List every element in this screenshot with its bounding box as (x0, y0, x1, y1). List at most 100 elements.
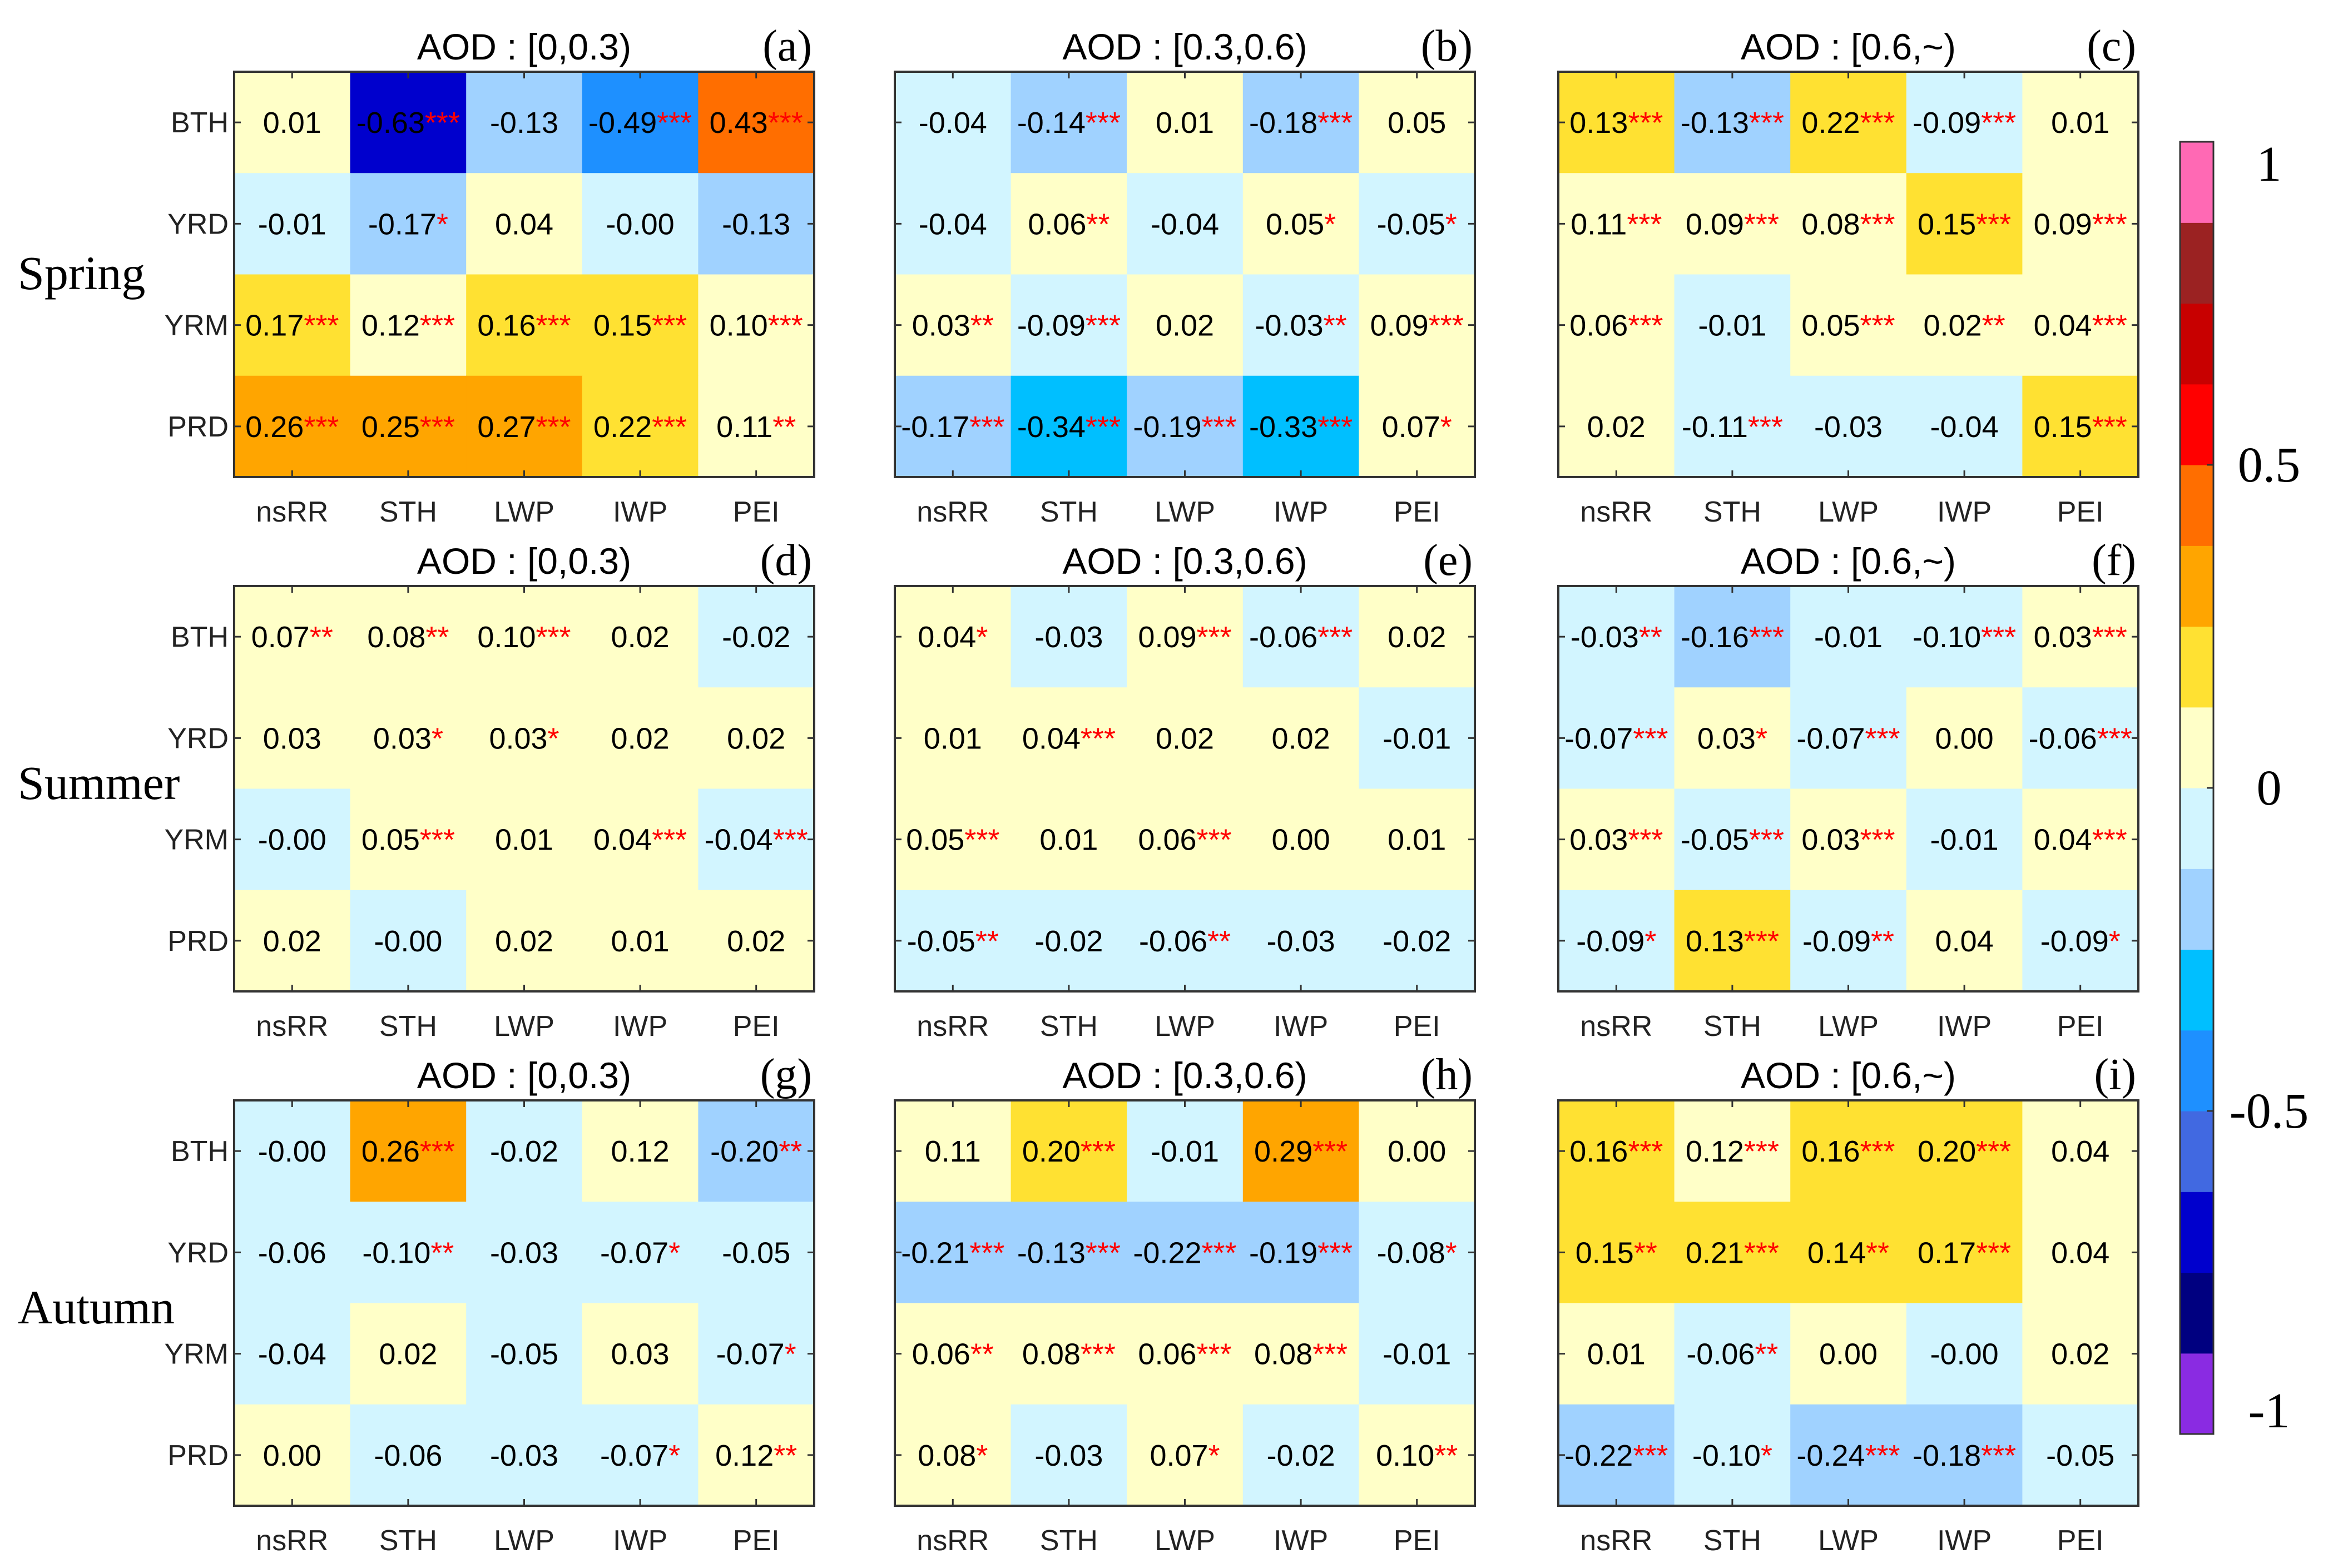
x-tick-label: LWP (1155, 496, 1215, 528)
cell-value: -0.05 (722, 1236, 790, 1269)
significance-stars: *** (304, 309, 339, 343)
cell-value-label: -0.04 (919, 106, 987, 140)
heatmap-cell (1558, 687, 1675, 790)
cell-value-label: 0.11** (716, 410, 796, 444)
cell-value: -0.20 (710, 1135, 779, 1168)
cell-value: 0.02 (2051, 1338, 2109, 1371)
heatmap-cell (1558, 1100, 1675, 1202)
significance-stars: *** (652, 410, 687, 444)
cell-value-label: 0.01 (1039, 823, 1098, 857)
cell-value-label: -0.02 (1383, 925, 1451, 958)
cell-value: -0.00 (258, 1135, 326, 1168)
significance-stars: *** (425, 106, 460, 140)
cell-value-label: -0.07*** (1564, 722, 1668, 755)
cell-value-label: 0.25*** (361, 410, 455, 444)
cell-value-label: -0.06 (374, 1439, 442, 1472)
cell-value: 0.08 (1254, 1338, 1312, 1371)
cell-value: 0.01 (611, 925, 670, 958)
cell-value-label: 0.14** (1807, 1236, 1889, 1269)
cell-value: 0.02 (611, 621, 670, 654)
heatmap-cell (1674, 1303, 1791, 1405)
cell-value-label: 0.02 (263, 925, 321, 958)
x-tick-label: PEI (733, 1525, 780, 1557)
cell-value: 0.03 (1801, 823, 1860, 857)
cell-value: 0.02 (1924, 309, 1982, 343)
cell-value: -0.17 (901, 410, 969, 444)
cell-value-label: 0.02 (495, 925, 553, 958)
cell-value-label: -0.49*** (588, 106, 692, 140)
cell-value-label: 0.02 (1156, 722, 1214, 755)
heatmap-cell (582, 586, 699, 688)
heatmap-cell (1242, 1100, 1359, 1202)
x-tick-label: IWP (613, 1525, 667, 1557)
cell-value-label: -0.04 (258, 1338, 326, 1371)
significance-stars: *** (1744, 207, 1779, 241)
cell-value-label: -0.09* (1576, 925, 1656, 958)
heatmap-cell (2022, 1404, 2139, 1506)
cell-value: 0.02 (1272, 722, 1330, 755)
x-tick-label: LWP (494, 496, 554, 528)
cell-value-label: 0.17*** (245, 309, 339, 343)
cell-value-label: -0.03 (1034, 621, 1103, 654)
cell-value: 0.14 (1807, 1236, 1866, 1269)
heatmap-cell (895, 586, 1012, 688)
colorbar-bin (2180, 1030, 2213, 1112)
cell-value: -0.06 (258, 1236, 326, 1269)
heatmap-cell (2022, 1100, 2139, 1202)
heatmap-cell (234, 788, 351, 891)
cell-value-label: 0.15*** (2034, 410, 2127, 444)
heatmap-cell (1906, 687, 2023, 790)
significance-stars: *** (1429, 309, 1464, 343)
cell-value: 0.05 (906, 823, 964, 857)
heatmap-cell (1011, 173, 1127, 275)
cell-value: -0.63 (356, 106, 425, 140)
significance-stars: *** (1202, 1236, 1237, 1269)
cell-value: 0.27 (477, 410, 536, 444)
cell-value: -0.02 (722, 621, 790, 654)
significance-stars: *** (1086, 309, 1121, 343)
x-tick-label: IWP (1937, 1525, 1992, 1557)
heatmap-cell (1674, 375, 1791, 478)
cell-value-label: 0.07** (251, 621, 333, 654)
cell-value-label: -0.17*** (901, 410, 1004, 444)
heatmap-cell (350, 173, 467, 275)
heatmap-cell (1242, 788, 1359, 891)
heatmap-cell (582, 274, 699, 376)
heatmap-cell (1359, 788, 1475, 891)
x-tick-label: LWP (1818, 1525, 1879, 1557)
significance-stars: *** (2092, 823, 2127, 857)
cell-value: -0.01 (1383, 1338, 1451, 1371)
x-tick-label: STH (379, 1010, 437, 1043)
heatmap-cell (234, 1404, 351, 1506)
x-tick-label: PEI (733, 1010, 780, 1043)
heatmap-cell (466, 687, 583, 790)
cell-value-label: 0.02 (1272, 722, 1330, 755)
panel-letter: (a) (762, 22, 812, 71)
y-tick-label: YRM (164, 310, 229, 342)
cell-value: -0.13 (1681, 106, 1749, 140)
cell-value-label: -0.02 (1267, 1439, 1335, 1472)
heatmap-cell (1011, 788, 1127, 891)
heatmap-cell (1359, 274, 1475, 376)
cell-value-label: -0.04 (1151, 207, 1219, 241)
heatmap-cell (1011, 1202, 1127, 1304)
heatmap-cell (698, 274, 815, 376)
cell-value-label: 0.17*** (1918, 1236, 2011, 1269)
significance-stars: *** (536, 621, 571, 654)
cell-value-label: 0.15*** (593, 309, 687, 343)
cell-value: 0.10 (710, 309, 768, 343)
heatmap-cell (1558, 890, 1675, 992)
cell-value-label: 0.02 (2051, 1338, 2109, 1371)
cell-value-label: -0.08* (1377, 1236, 1457, 1269)
cell-value: 0.04 (2051, 1135, 2109, 1168)
heatmap-panel: 0.07** 0.08** 0.10*** 0.02 -0.020.03 0.03* 0.0… (164, 536, 815, 1043)
significance-stars: ** (1866, 1236, 1889, 1269)
significance-stars: *** (1633, 722, 1668, 755)
significance-stars: *** (1976, 207, 2011, 241)
significance-stars: ** (1207, 925, 1231, 958)
cell-value-label: -0.13 (490, 106, 558, 140)
cell-value-label: -0.01 (1383, 1338, 1451, 1371)
cell-value: -0.13 (1017, 1236, 1086, 1269)
heatmap-cell (1674, 1404, 1791, 1506)
cell-value: 0.00 (263, 1439, 321, 1472)
